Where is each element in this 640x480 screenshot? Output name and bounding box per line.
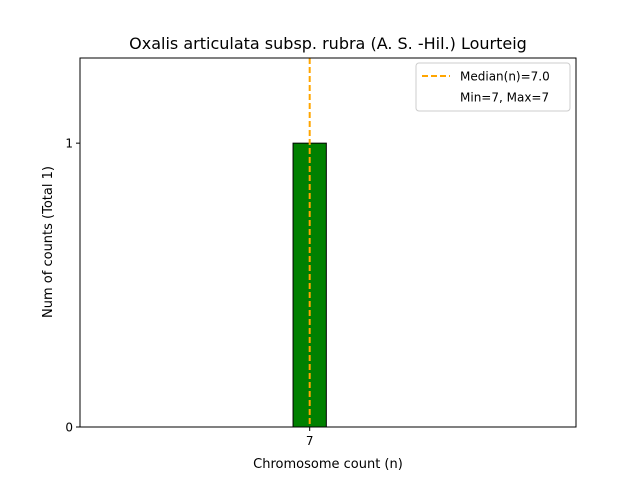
legend-label-1: Min=7, Max=7 xyxy=(460,91,549,105)
legend: Median(n)=7.0 Min=7, Max=7 xyxy=(415,62,571,112)
legend-label-0: Median(n)=7.0 xyxy=(460,70,550,84)
legend-box xyxy=(415,62,571,112)
plot-area: 0 1 7 xyxy=(65,57,577,448)
y-tick-label-0: 0 xyxy=(65,421,73,435)
axes-frame xyxy=(79,57,577,428)
y-axis-label: Num of counts (Total 1) xyxy=(41,166,56,318)
y-tick-label-1: 1 xyxy=(65,137,73,151)
x-axis-label: Chromosome count (n) xyxy=(253,457,403,472)
x-tick-label-7: 7 xyxy=(306,434,314,448)
chart-title: Oxalis articulata subsp. rubra (A. S. -H… xyxy=(129,34,527,53)
